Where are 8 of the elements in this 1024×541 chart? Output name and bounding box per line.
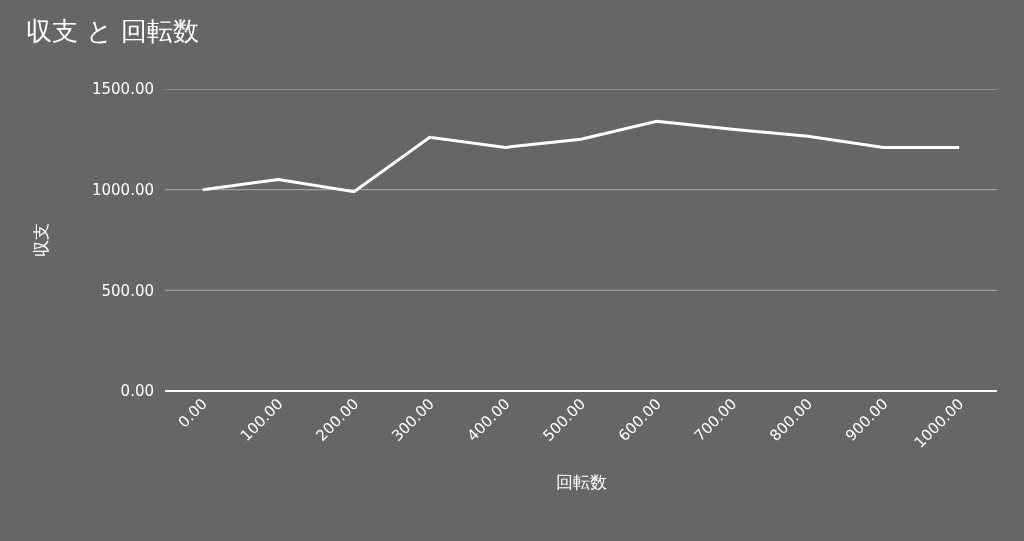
line-series [201, 119, 961, 194]
y-tick-label: 1000.00 [91, 180, 154, 199]
x-axis-title: 回転数 [555, 471, 607, 492]
y-tick-label: 0.00 [120, 382, 154, 401]
y-tick-label: 500.00 [101, 281, 154, 300]
y-axis-title: 収支 [30, 223, 51, 257]
chart-title: 収支 と 回転数 [25, 15, 200, 46]
y-tick-label: 1500.00 [91, 80, 154, 99]
